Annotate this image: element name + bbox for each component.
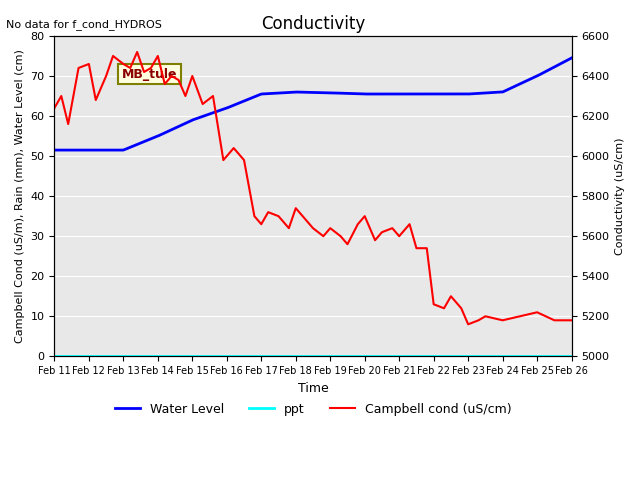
Text: MB_tule: MB_tule	[122, 68, 177, 81]
Title: Conductivity: Conductivity	[261, 15, 365, 33]
Text: No data for f_cond_HYDROS: No data for f_cond_HYDROS	[6, 19, 163, 30]
Y-axis label: Conductivity (uS/cm): Conductivity (uS/cm)	[615, 137, 625, 255]
Y-axis label: Campbell Cond (uS/m), Rain (mm), Water Level (cm): Campbell Cond (uS/m), Rain (mm), Water L…	[15, 49, 25, 343]
Legend: Water Level, ppt, Campbell cond (uS/cm): Water Level, ppt, Campbell cond (uS/cm)	[109, 397, 516, 420]
X-axis label: Time: Time	[298, 382, 328, 395]
